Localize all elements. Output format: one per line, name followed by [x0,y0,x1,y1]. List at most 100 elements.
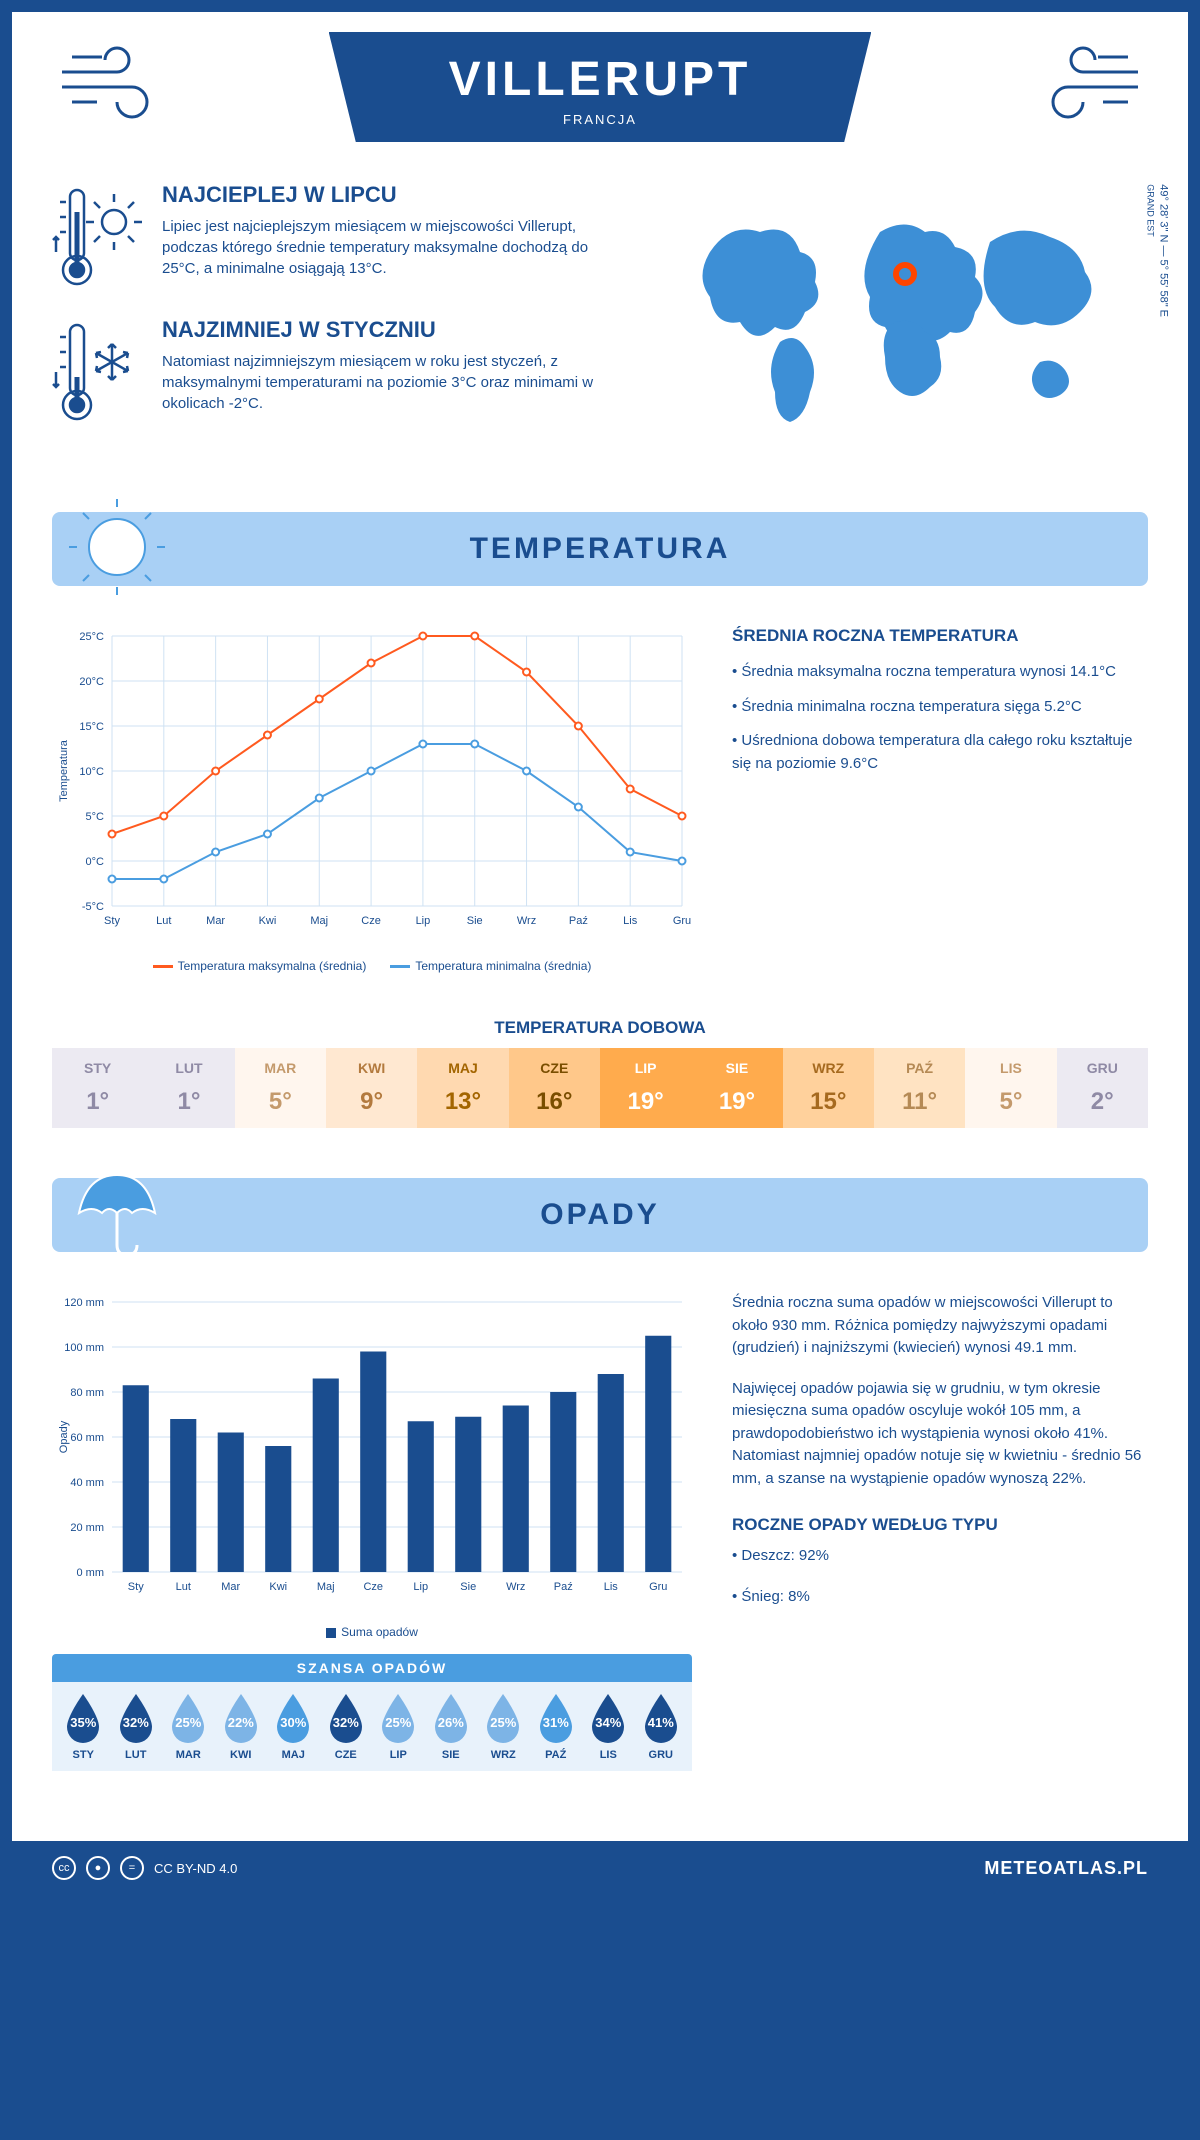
daily-cell: PAŹ11° [874,1048,965,1128]
daily-month: CZE [509,1060,600,1076]
legend-item: Temperatura minimalna (średnia) [390,959,591,973]
daily-cell: GRU 2° [1057,1048,1148,1128]
world-map: 49° 28' 3" N — 5° 55' 58" E GRAND EST [652,182,1148,452]
precipitation-chart: 0 mm20 mm40 mm60 mm80 mm100 mm120 mmOpad… [52,1292,692,1771]
umbrella-icon [67,1163,167,1271]
temperature-summary: ŚREDNIA ROCZNA TEMPERATURA • Średnia mak… [732,626,1148,973]
title-banner: VILLERUPT FRANCJA [329,32,872,142]
daily-cell: WRZ15° [783,1048,874,1128]
svg-text:100 mm: 100 mm [64,1342,104,1354]
chance-cell: 25% MAR [162,1692,215,1761]
chance-cell: 32%CZE [320,1692,373,1761]
temp-legend: Temperatura maksymalna (średnia) Temperat… [52,959,692,973]
drop-icon: 26% [430,1692,472,1744]
daily-cell: SIE 19° [691,1048,782,1128]
svg-text:Lis: Lis [604,1581,619,1593]
daily-value: 15° [783,1088,874,1116]
precipitation-banner: OPADY [52,1178,1148,1252]
daily-value: 19° [691,1088,782,1116]
precipitation-content: 0 mm20 mm40 mm60 mm80 mm100 mm120 mmOpad… [52,1272,1148,1801]
daily-month: PAŹ [874,1060,965,1076]
svg-text:Kwi: Kwi [259,915,277,927]
precip-section-title: OPADY [540,1198,659,1231]
footer-site: METEOATLAS.PL [984,1858,1148,1879]
daily-month: LUT [143,1060,234,1076]
daily-value: 13° [417,1088,508,1116]
daily-value: 5° [235,1088,326,1116]
daily-month: SIE [691,1060,782,1076]
chance-cell: 31%PAŹ [530,1692,583,1761]
chance-month: MAJ [267,1749,320,1761]
header: VILLERUPT FRANCJA [12,12,1188,142]
daily-month: STY [52,1060,143,1076]
daily-month: GRU [1057,1060,1148,1076]
drop-icon: 41% [640,1692,682,1744]
svg-text:25°C: 25°C [79,631,104,643]
license-text: CC BY-ND 4.0 [154,1861,237,1876]
coordinates: 49° 28' 3" N — 5° 55' 58" E GRAND EST [1146,184,1170,317]
temperature-banner: TEMPERATURA [52,512,1148,586]
svg-text:0 mm: 0 mm [77,1567,105,1579]
chance-month: STY [57,1749,110,1761]
svg-text:Cze: Cze [363,1581,383,1593]
chance-cell: 32%LUT [110,1692,163,1761]
daily-cell: STY1° [52,1048,143,1128]
intro-left: NAJCIEPLEJ W LIPCU Lipiec jest najcieple… [52,182,612,452]
svg-text:Lut: Lut [176,1581,191,1593]
coords-text: 49° 28' 3" N — 5° 55' 58" E [1158,184,1170,317]
svg-text:Sie: Sie [467,915,483,927]
drop-icon: 34% [587,1692,629,1744]
svg-text:Kwi: Kwi [269,1581,287,1593]
daily-value: 2° [1057,1088,1148,1116]
svg-text:120 mm: 120 mm [64,1297,104,1309]
cold-text: Natomiast najzimniejszym miesiącem w rok… [162,351,612,414]
precip-text-1: Średnia roczna suma opadów w miejscowośc… [732,1292,1148,1360]
bytype-item: • Deszcz: 92% [732,1545,1148,1568]
footer: cc ● = CC BY-ND 4.0 METEOATLAS.PL [12,1841,1188,1895]
daily-month: MAR [235,1060,326,1076]
svg-text:Mar: Mar [206,915,225,927]
svg-text:Sie: Sie [460,1581,476,1593]
precip-text-2: Najwięcej opadów pojawia się w grudniu, … [732,1378,1148,1491]
chance-month: LUT [110,1749,163,1761]
drop-icon: 32% [325,1692,367,1744]
chance-cell: 41% GRU [635,1692,688,1761]
legend-item: Temperatura maksymalna (średnia) [153,959,367,973]
coldest-block: NAJZIMNIEJ W STYCZNIU Natomiast najzimni… [52,317,612,427]
svg-text:Wrz: Wrz [506,1581,525,1593]
temperature-content: -5°C0°C5°C10°C15°C20°C25°CStyLutMarKwiMa… [52,606,1148,1003]
svg-text:Lis: Lis [623,915,638,927]
svg-text:Maj: Maj [310,915,328,927]
drop-icon: 35% [62,1692,104,1744]
precipitation-summary: Średnia roczna suma opadów w miejscowośc… [732,1292,1148,1771]
svg-text:80 mm: 80 mm [70,1387,104,1399]
svg-text:15°C: 15°C [79,721,104,733]
daily-month: LIS [965,1060,1056,1076]
annual-bullet: • Średnia maksymalna roczna temperatura … [732,661,1148,684]
drop-icon: 25% [167,1692,209,1744]
chance-month: GRU [635,1749,688,1761]
by-icon: ● [86,1856,110,1880]
intro-section: NAJCIEPLEJ W LIPCU Lipiec jest najcieple… [52,142,1148,492]
daily-cell: MAJ13° [417,1048,508,1128]
chance-month: KWI [215,1749,268,1761]
chance-title: SZANSA OPADÓW [52,1654,692,1682]
daily-value: 1° [143,1088,234,1116]
svg-text:Opady: Opady [58,1420,70,1453]
drop-icon: 25% [377,1692,419,1744]
page-root: VILLERUPT FRANCJA NAJCIEPLEJ W LIPCU Lip… [0,0,1200,1907]
daily-cell: MAR 5° [235,1048,326,1128]
daily-month: KWI [326,1060,417,1076]
chance-month: PAŹ [530,1749,583,1761]
hottest-block: NAJCIEPLEJ W LIPCU Lipiec jest najcieple… [52,182,612,292]
svg-text:40 mm: 40 mm [70,1477,104,1489]
wind-icon-left [57,42,167,127]
chance-month: SIE [425,1749,478,1761]
daily-cell: LIS 5° [965,1048,1056,1128]
daily-value: 5° [965,1088,1056,1116]
svg-text:Gru: Gru [649,1581,667,1593]
daily-value: 16° [509,1088,600,1116]
chance-month: MAR [162,1749,215,1761]
precipitation-chance: SZANSA OPADÓW 35%STY32%LUT25%MAR22%KWI30… [52,1654,692,1771]
svg-text:Sty: Sty [128,1581,144,1593]
